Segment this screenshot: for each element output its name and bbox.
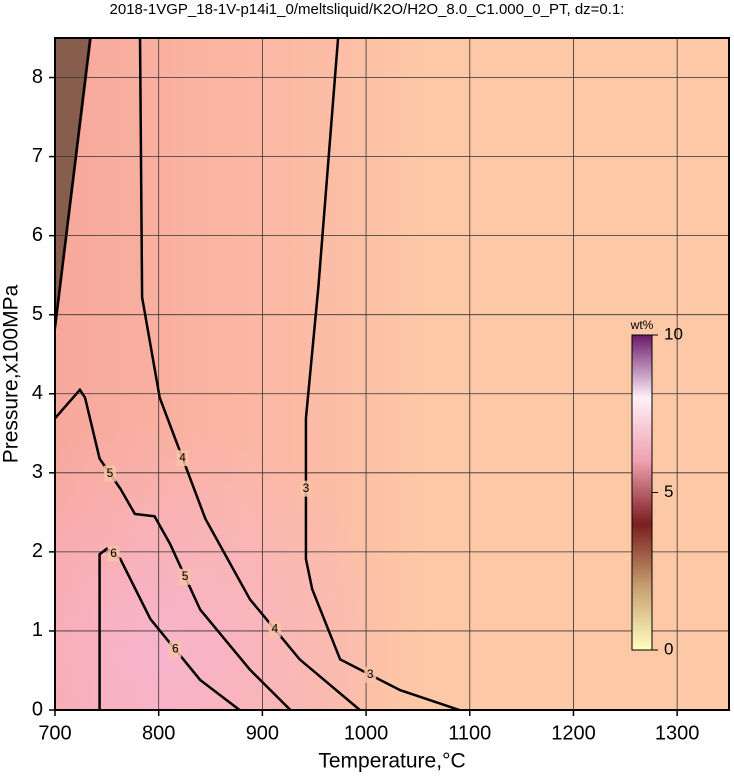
x-tick-label: 700 (38, 722, 71, 744)
contour-label: 3 (303, 481, 310, 495)
y-tick-label: 3 (32, 461, 43, 483)
x-tick-label: 1200 (551, 722, 596, 744)
contour-label-bg (268, 621, 281, 638)
x-tick-label: 1300 (655, 722, 700, 744)
contour-label: 6 (110, 546, 117, 560)
contour-label: 4 (179, 450, 186, 464)
colorbar-tick-label: 5 (664, 482, 673, 501)
y-axis-label: Pressure,x100MPa (0, 284, 23, 463)
contour-label-bg (169, 641, 182, 658)
x-tick-label: 1000 (344, 722, 389, 744)
colorbar-label: wt% (630, 318, 654, 332)
contour-label-bg (299, 480, 312, 497)
colorbar (631, 334, 653, 651)
contour-line (304, 38, 460, 710)
plot-frame (54, 37, 730, 711)
y-tick-label: 5 (32, 303, 43, 325)
contour-label: 3 (367, 667, 374, 681)
contour-label-bg (179, 568, 192, 585)
contour-label: 5 (182, 569, 189, 583)
contour-label-bg (103, 465, 116, 482)
contour-label-bg (107, 545, 120, 562)
y-tick-label: 1 (32, 619, 43, 641)
y-tick-label: 2 (32, 540, 43, 562)
contour-line (138, 38, 361, 710)
contour-label: 5 (107, 466, 114, 480)
chart-title: 2018-1VGP_18-1V-p14i1_0/meltsliquid/K2O/… (110, 1, 625, 18)
y-tick-label: 0 (32, 698, 43, 720)
contour-label-bg (364, 666, 377, 683)
x-tick-label: 1100 (448, 722, 491, 744)
y-tick-label: 6 (32, 224, 43, 246)
plot-shade (55, 38, 729, 710)
colorbar-tick-label: 0 (664, 639, 673, 658)
x-tick-label: 900 (246, 722, 279, 744)
contour-label: 6 (172, 642, 179, 656)
y-tick-label: 8 (32, 66, 43, 88)
contour-line (55, 387, 292, 710)
contour-line (55, 38, 92, 328)
contour-line (98, 547, 241, 710)
colorbar-tick-label: 10 (664, 324, 683, 343)
contour-label-bg (176, 450, 189, 467)
x-tick-label: 800 (142, 722, 175, 744)
contour-label: 4 (271, 622, 278, 636)
y-tick-label: 4 (32, 382, 43, 404)
x-axis-label: Temperature,°C (318, 750, 465, 773)
y-tick-label: 7 (32, 145, 43, 167)
